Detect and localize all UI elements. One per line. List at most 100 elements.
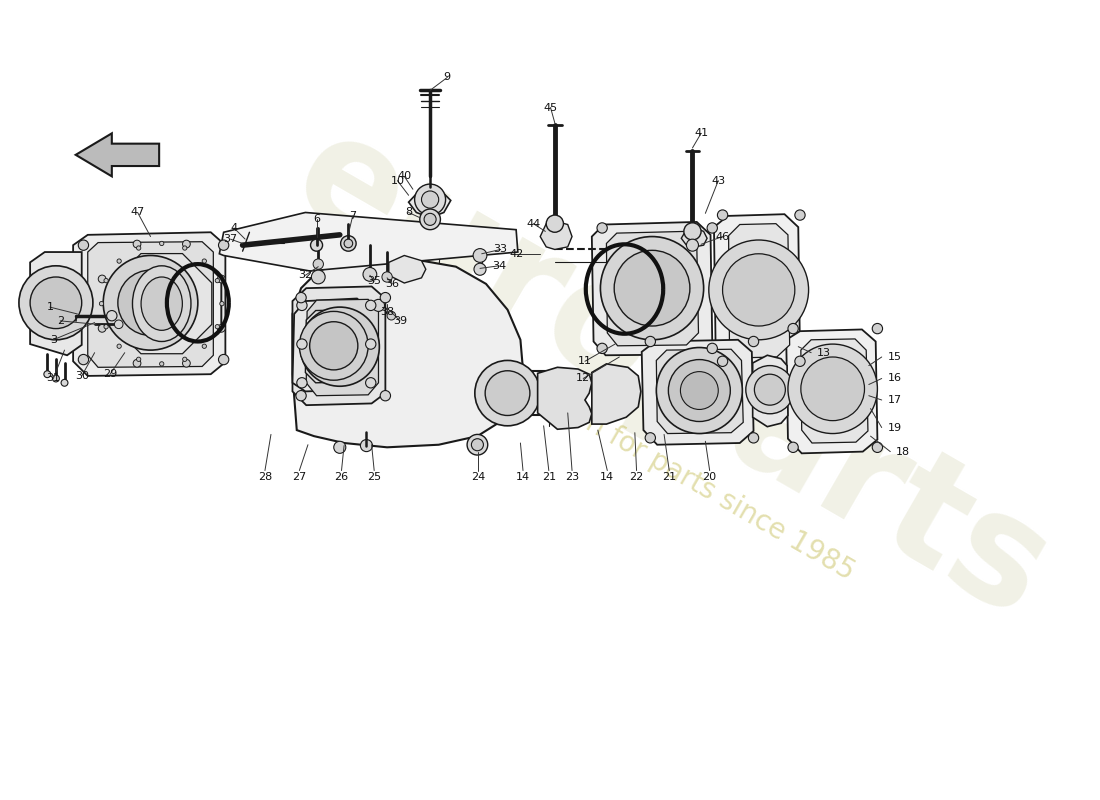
Circle shape	[381, 293, 390, 302]
Text: 9: 9	[443, 73, 451, 82]
Circle shape	[421, 191, 439, 208]
Text: 45: 45	[543, 102, 558, 113]
Circle shape	[788, 323, 799, 334]
Text: 23: 23	[565, 473, 579, 482]
Text: 44: 44	[526, 218, 540, 229]
Polygon shape	[30, 252, 81, 355]
Text: 25: 25	[367, 473, 382, 482]
Circle shape	[333, 442, 345, 454]
Polygon shape	[641, 340, 754, 445]
Text: 16: 16	[888, 374, 902, 383]
Text: 20: 20	[703, 473, 717, 482]
Circle shape	[310, 239, 322, 251]
Circle shape	[133, 240, 141, 248]
Text: a passion for parts since 1985: a passion for parts since 1985	[482, 352, 860, 586]
Circle shape	[216, 278, 220, 282]
Polygon shape	[606, 231, 698, 346]
Circle shape	[98, 325, 106, 332]
Circle shape	[136, 357, 141, 362]
Circle shape	[160, 362, 164, 366]
Text: 41: 41	[694, 128, 708, 138]
Circle shape	[218, 275, 226, 283]
Circle shape	[684, 222, 701, 240]
Circle shape	[98, 275, 106, 283]
Circle shape	[472, 438, 483, 450]
Polygon shape	[592, 364, 641, 424]
Circle shape	[657, 347, 742, 434]
Circle shape	[872, 323, 882, 334]
Circle shape	[723, 254, 795, 326]
Circle shape	[297, 378, 307, 388]
Circle shape	[296, 293, 306, 302]
Circle shape	[344, 239, 353, 248]
Circle shape	[103, 325, 108, 329]
Text: europarts: europarts	[268, 98, 1074, 650]
Text: 38: 38	[379, 307, 394, 318]
Polygon shape	[714, 214, 800, 367]
Polygon shape	[293, 298, 372, 391]
Circle shape	[365, 378, 376, 388]
Circle shape	[219, 354, 229, 365]
Ellipse shape	[141, 277, 183, 330]
Text: 37: 37	[223, 234, 238, 244]
Text: 1: 1	[46, 302, 54, 312]
Polygon shape	[306, 310, 364, 382]
Circle shape	[601, 237, 704, 340]
Text: 17: 17	[888, 395, 902, 405]
Text: 43: 43	[712, 176, 725, 186]
Polygon shape	[681, 228, 707, 247]
Circle shape	[473, 249, 487, 262]
Polygon shape	[408, 186, 451, 218]
Circle shape	[202, 344, 207, 348]
Circle shape	[686, 239, 698, 251]
Text: 8: 8	[405, 207, 412, 218]
Circle shape	[133, 359, 141, 367]
Text: 10: 10	[390, 176, 405, 186]
Circle shape	[597, 343, 607, 354]
Circle shape	[30, 277, 81, 329]
Circle shape	[103, 255, 198, 350]
Text: 36: 36	[385, 279, 399, 289]
Circle shape	[381, 390, 390, 401]
Text: 29: 29	[103, 369, 118, 379]
Circle shape	[387, 311, 396, 320]
Circle shape	[202, 259, 207, 263]
Circle shape	[646, 336, 656, 346]
Text: 11: 11	[578, 356, 592, 366]
Circle shape	[99, 302, 103, 306]
Circle shape	[425, 214, 436, 226]
Circle shape	[361, 439, 373, 452]
Circle shape	[107, 310, 117, 321]
Circle shape	[341, 236, 356, 251]
Circle shape	[614, 250, 690, 326]
Circle shape	[19, 266, 92, 340]
Text: 2: 2	[57, 316, 64, 326]
Circle shape	[669, 359, 730, 422]
Text: 15: 15	[888, 352, 902, 362]
Circle shape	[748, 336, 759, 346]
Circle shape	[681, 372, 718, 410]
Text: 28: 28	[257, 473, 272, 482]
Circle shape	[788, 344, 878, 434]
Text: 34: 34	[492, 261, 506, 271]
Circle shape	[53, 375, 59, 382]
Text: 4: 4	[230, 223, 238, 233]
Text: 12: 12	[576, 374, 591, 383]
Circle shape	[420, 209, 440, 230]
Circle shape	[183, 246, 187, 250]
Circle shape	[103, 278, 108, 282]
Polygon shape	[538, 367, 592, 430]
Circle shape	[746, 366, 794, 414]
Circle shape	[365, 300, 376, 310]
Circle shape	[485, 370, 530, 415]
Circle shape	[363, 267, 377, 282]
Polygon shape	[88, 242, 213, 367]
Circle shape	[62, 379, 68, 386]
Circle shape	[297, 339, 307, 350]
Circle shape	[114, 320, 123, 329]
Circle shape	[748, 433, 759, 443]
Polygon shape	[306, 299, 378, 396]
Circle shape	[300, 307, 379, 386]
Circle shape	[312, 319, 367, 374]
Circle shape	[296, 390, 306, 401]
